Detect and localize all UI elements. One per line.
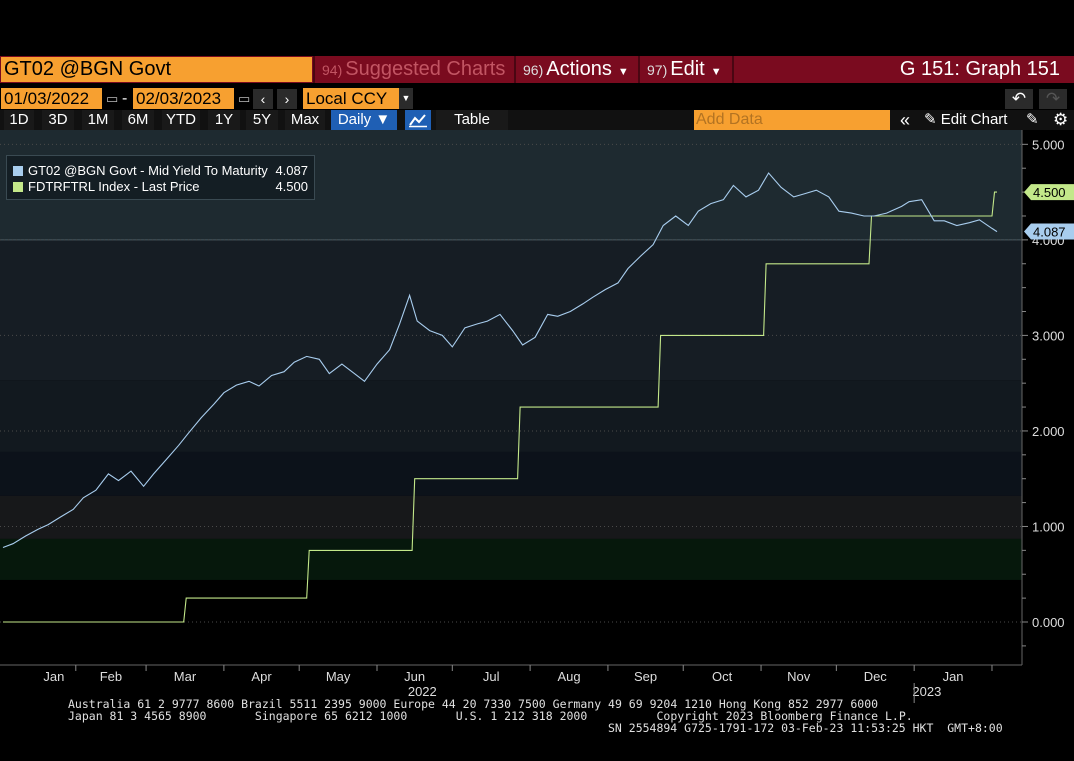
legend-label: GT02 @BGN Govt - Mid Yield To Maturity bbox=[28, 163, 268, 178]
y-tick-label: 1.000 bbox=[1032, 519, 1065, 534]
x-tick-label: Sep bbox=[634, 669, 657, 684]
series-lines bbox=[2, 172, 998, 623]
x-tick-label: Apr bbox=[251, 669, 272, 684]
period-5y[interactable]: 5Y bbox=[246, 110, 278, 130]
footer: Australia 61 2 9777 8600 Brazil 5511 239… bbox=[68, 698, 1003, 734]
menu-separator bbox=[514, 56, 516, 83]
background-band bbox=[0, 451, 1022, 496]
legend: GT02 @BGN Govt - Mid Yield To Maturity 4… bbox=[6, 155, 315, 200]
period-1m[interactable]: 1M bbox=[82, 110, 114, 130]
chevron-down-icon: ▼ bbox=[710, 66, 722, 78]
table-button[interactable]: Table bbox=[436, 110, 508, 130]
x-year-label: 2022 bbox=[408, 684, 437, 699]
add-data-input[interactable]: Add Data bbox=[694, 110, 890, 130]
date-dash: - bbox=[122, 90, 128, 107]
y-tick-label: 2.000 bbox=[1032, 424, 1065, 439]
actions-menu[interactable]: 96) Actions ▼ bbox=[517, 56, 637, 83]
calendar-icon[interactable]: ▭ bbox=[238, 91, 251, 106]
last-value-tag bbox=[1024, 223, 1074, 240]
gear-icon[interactable]: ⚙ bbox=[1053, 110, 1069, 129]
legend-label: FDTRFTRL Index - Last Price bbox=[28, 179, 200, 194]
period-6m[interactable]: 6M bbox=[122, 110, 154, 130]
edit-chart-label: Edit Chart bbox=[940, 111, 1008, 128]
last-value-label: 4.500 bbox=[1033, 185, 1066, 200]
undo-icon[interactable]: ↶ bbox=[1005, 89, 1033, 109]
y-tick-label: 0.000 bbox=[1032, 615, 1065, 630]
period-ytd[interactable]: YTD bbox=[162, 110, 200, 130]
x-tick-label: Oct bbox=[712, 669, 733, 684]
fed-funds-series-line bbox=[3, 191, 997, 623]
x-tick-label: Nov bbox=[787, 669, 811, 684]
chevron-down-icon: ▼ bbox=[375, 111, 391, 128]
background-bands bbox=[0, 130, 1022, 665]
y-tick-label: 3.000 bbox=[1032, 328, 1065, 343]
frequency-label: Daily bbox=[337, 111, 372, 128]
period-3d[interactable]: 3D bbox=[42, 110, 74, 130]
edit-label: Edit bbox=[670, 58, 705, 80]
footer-line: SN 2554894 G725-1791-172 03-Feb-23 11:53… bbox=[608, 721, 1003, 735]
redo-icon[interactable]: ↷ bbox=[1039, 89, 1067, 109]
footer-line: Australia 61 2 9777 8600 Brazil 5511 239… bbox=[68, 697, 879, 711]
edit-menu[interactable]: 97) Edit ▼ bbox=[641, 56, 731, 83]
period-1y[interactable]: 1Y bbox=[208, 110, 240, 130]
footer-line: Japan 81 3 4565 8900 Singapore 65 6212 1… bbox=[68, 709, 913, 723]
menu-separator bbox=[638, 56, 640, 83]
x-tick-label: Aug bbox=[557, 669, 580, 684]
end-date-field[interactable]: 02/03/2023 bbox=[133, 88, 234, 109]
suggested-num: 94) bbox=[322, 62, 343, 78]
legend-item: GT02 @BGN Govt - Mid Yield To Maturity bbox=[13, 163, 268, 179]
edit-chart-button[interactable]: ✎ Edit Chart bbox=[924, 110, 1007, 130]
period-max[interactable]: Max bbox=[285, 110, 325, 130]
next-period-button[interactable]: › bbox=[277, 89, 297, 109]
edit-num: 97) bbox=[647, 62, 668, 78]
period-1d[interactable]: 1D bbox=[4, 110, 34, 130]
x-tick-label: Mar bbox=[174, 669, 197, 684]
background-band bbox=[0, 495, 1022, 539]
yield-series-line bbox=[2, 172, 998, 549]
x-tick-label: Dec bbox=[864, 669, 888, 684]
legend-swatch bbox=[13, 166, 23, 176]
legend-swatch bbox=[13, 182, 23, 192]
collapse-icon[interactable]: « bbox=[900, 110, 911, 130]
x-tick-label: Jun bbox=[404, 669, 425, 684]
menu-separator bbox=[732, 56, 734, 83]
security-field[interactable]: GT02 @BGN Govt bbox=[1, 57, 312, 82]
last-value-tags: 4.087 4.500 bbox=[1024, 184, 1074, 240]
x-axis: Jan Feb Mar Apr May Jun Jul Aug Sep Oct Nov Dec Jan2… bbox=[0, 664, 1022, 703]
chevron-down-icon: ▼ bbox=[617, 66, 629, 78]
annotate-icon[interactable]: ✎ bbox=[1026, 111, 1039, 128]
x-year-label: 2023 bbox=[912, 684, 941, 699]
legend-value: 4.500 bbox=[275, 179, 308, 194]
calendar-icon[interactable]: ▭ bbox=[106, 91, 119, 106]
x-tick-label: Jan bbox=[43, 669, 64, 684]
line-chart-icon[interactable] bbox=[405, 110, 431, 130]
x-tick-label: May bbox=[326, 669, 351, 684]
actions-num: 96) bbox=[523, 62, 544, 78]
graph-title: G 151: Graph 151 bbox=[899, 58, 1060, 80]
x-tick-label: Jan bbox=[943, 669, 964, 684]
pencil-icon: ✎ bbox=[924, 111, 937, 128]
menu-separator bbox=[313, 56, 315, 83]
last-value-tag bbox=[1024, 184, 1074, 201]
x-tick-label: Feb bbox=[100, 669, 122, 684]
currency-dropdown-icon[interactable]: ▼ bbox=[399, 88, 413, 109]
currency-select[interactable]: Local CCY bbox=[303, 88, 399, 109]
suggested-label: Suggested Charts bbox=[345, 58, 506, 80]
background-band bbox=[0, 538, 1022, 580]
frequency-select[interactable]: Daily ▼ bbox=[331, 110, 397, 130]
last-value-label: 4.087 bbox=[1033, 225, 1066, 240]
legend-item: FDTRFTRL Index - Last Price bbox=[13, 179, 199, 195]
start-date-field[interactable]: 01/03/2022 bbox=[1, 88, 102, 109]
suggested-charts-menu[interactable]: 94) Suggested Charts bbox=[316, 56, 514, 83]
actions-label: Actions bbox=[546, 58, 612, 80]
legend-value: 4.087 bbox=[275, 163, 308, 178]
x-tick-label: Jul bbox=[483, 669, 500, 684]
prev-period-button[interactable]: ‹ bbox=[253, 89, 273, 109]
y-tick-label: 5.000 bbox=[1032, 137, 1065, 152]
background-band bbox=[0, 380, 1022, 452]
